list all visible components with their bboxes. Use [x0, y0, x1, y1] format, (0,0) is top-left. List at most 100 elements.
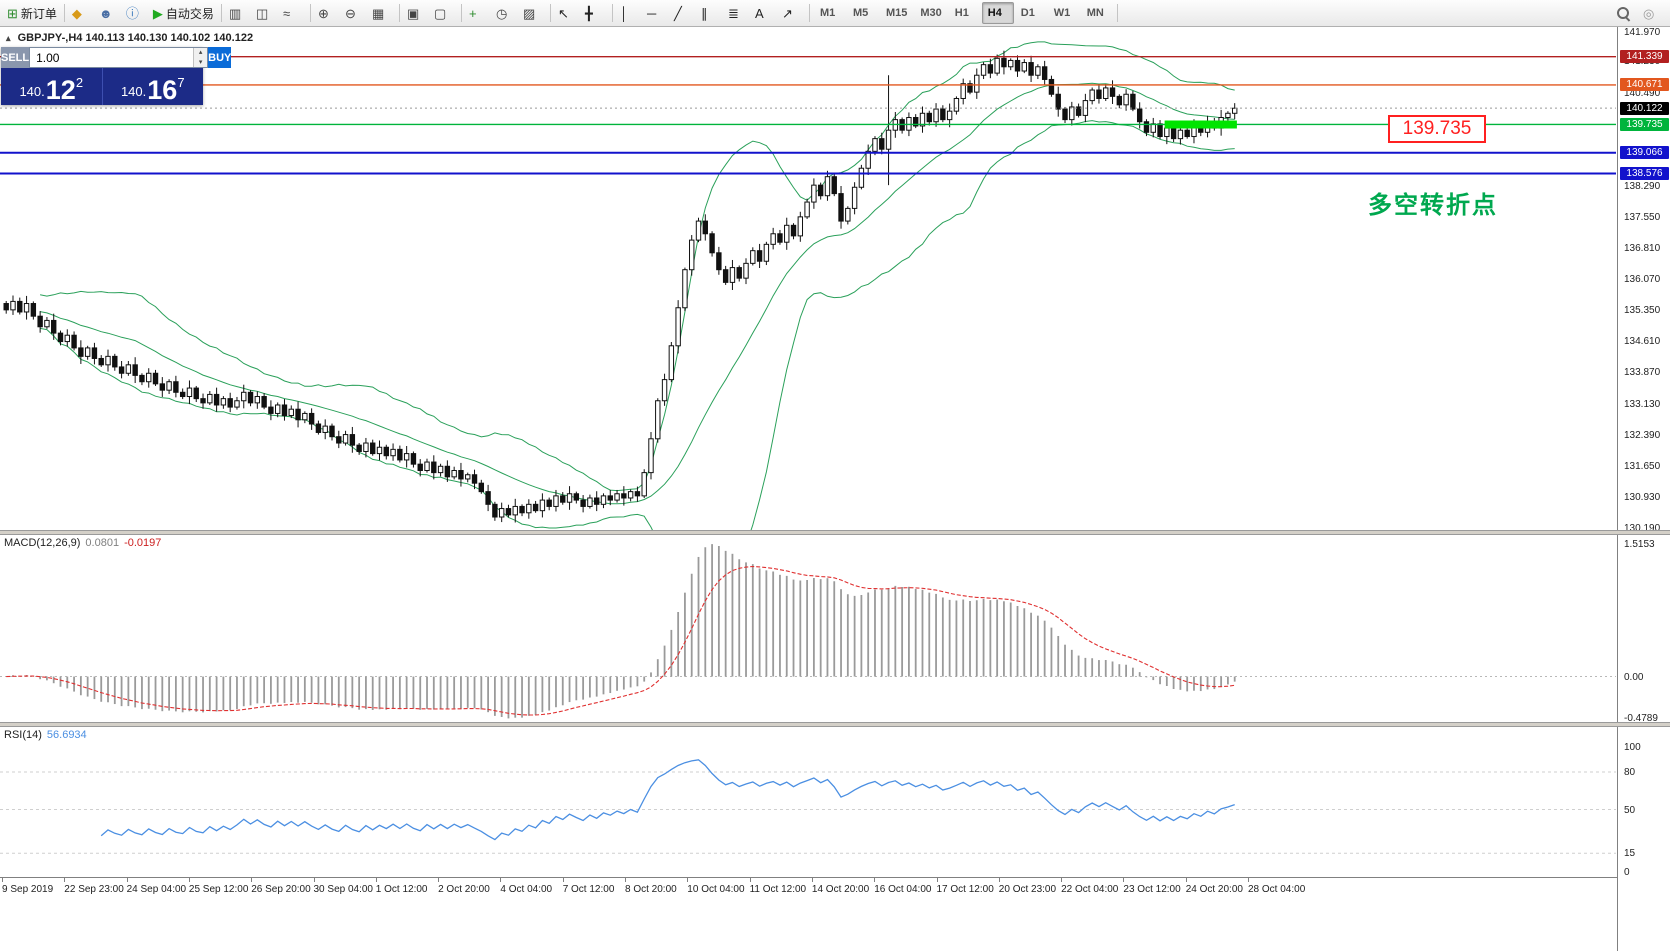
- templates-button[interactable]: ▨: [520, 2, 546, 24]
- volume-down-button[interactable]: ▾: [194, 57, 208, 67]
- chart-shift-button[interactable]: ▢: [431, 2, 457, 24]
- new-chart-button[interactable]: ▣: [404, 2, 430, 24]
- axis-tick-label: -0.4789: [1624, 713, 1658, 725]
- candlestick-chart-button[interactable]: ◫: [253, 2, 279, 24]
- search-button[interactable]: [1613, 2, 1639, 24]
- toolbar-separator: [398, 4, 400, 22]
- profile-button[interactable]: ☻: [96, 2, 122, 24]
- panel-splitter[interactable]: [0, 530, 1670, 535]
- horizontal-lines: [0, 55, 1616, 175]
- time-tick: [251, 878, 253, 882]
- macd-signal-value: -0.0197: [124, 537, 162, 549]
- cursor-button[interactable]: ↖: [555, 2, 581, 24]
- vertical-line-button[interactable]: │: [617, 2, 643, 24]
- time-tick-label: 23 Oct 12:00: [1123, 884, 1181, 895]
- price-tag: 140.671: [1620, 78, 1669, 92]
- macd-name: MACD(12,26,9): [4, 537, 81, 549]
- axis-tick-label: 133.870: [1624, 367, 1661, 379]
- line-chart-button[interactable]: ≈: [280, 2, 306, 24]
- community-button[interactable]: ◎: [1640, 2, 1666, 24]
- time-tick: [438, 878, 440, 882]
- time-tick: [188, 878, 190, 882]
- timeframe-w1[interactable]: W1: [1053, 7, 1071, 19]
- indicators-icon: +: [468, 5, 477, 21]
- price-tag: 138.576: [1620, 166, 1669, 180]
- axis-tick-label: 133.130: [1624, 398, 1661, 410]
- arrows-button[interactable]: ↗: [779, 2, 805, 24]
- time-tick: [749, 878, 751, 882]
- tile-windows-button[interactable]: ▦: [369, 2, 395, 24]
- timeframe-h1[interactable]: H1: [954, 7, 969, 19]
- volume-up-button[interactable]: ▴: [194, 48, 208, 58]
- crosshair-button[interactable]: ╋: [582, 2, 608, 24]
- bar-chart-button[interactable]: ▥: [226, 2, 252, 24]
- volume-field: ▴ ▾: [29, 47, 209, 68]
- zoom-out-button[interactable]: ⊖: [342, 2, 368, 24]
- sell-button[interactable]: SELL: [1, 47, 30, 68]
- chart-window[interactable]: 9 Sep 2019 22 Sep 23:00 24 Sep 04:00 25 Sep…: [0, 27, 1670, 951]
- timeframe-m30[interactable]: M30: [920, 7, 942, 19]
- chart-shift-icon: ▢: [433, 5, 447, 21]
- channel-icon: ∥: [700, 5, 708, 21]
- autotrading-button[interactable]: ▶ 自动交易: [150, 2, 217, 24]
- zoom-in-button[interactable]: ⊕: [315, 2, 341, 24]
- axis-tick-label: 134.610: [1624, 336, 1661, 348]
- bollinger-bands: [40, 41, 1235, 530]
- trendline-button[interactable]: ╱: [671, 2, 697, 24]
- time-tick: [1248, 878, 1249, 882]
- rsi-indicator-label: RSI(14) 56.6934: [4, 729, 87, 741]
- price-tag: 140.122: [1620, 101, 1669, 115]
- indicators-button[interactable]: +: [466, 2, 492, 24]
- timeframe-h4[interactable]: H4: [981, 2, 1014, 24]
- toolbar-separator: [549, 4, 551, 22]
- panel-splitter[interactable]: [0, 722, 1670, 727]
- channel-button[interactable]: ∥: [698, 2, 724, 24]
- rsi-level-lines: [0, 771, 1616, 854]
- autotrading-label: 自动交易: [165, 6, 214, 21]
- time-tick-label: 22 Oct 04:00: [1061, 884, 1119, 895]
- time-tick-label: 26 Sep 20:00: [251, 884, 311, 895]
- arrows-icon: ↗: [781, 5, 793, 21]
- time-tick-label: 24 Oct 20:00: [1185, 884, 1243, 895]
- search-icon: [1616, 6, 1631, 21]
- axis-tick-label: 136.070: [1624, 274, 1661, 286]
- fibonacci-button[interactable]: ≣: [725, 2, 751, 24]
- price-axis[interactable]: 141.970141.230140.490139.760139.030138.2…: [1617, 27, 1670, 951]
- horizontal-line-icon: ─: [646, 5, 657, 21]
- time-tick: [1185, 878, 1187, 882]
- collapse-one-click-icon[interactable]: ▴: [6, 33, 11, 43]
- text-button[interactable]: A: [752, 2, 778, 24]
- horizontal-line-button[interactable]: ─: [644, 2, 670, 24]
- bid-price-button[interactable]: 140. 12 2: [1, 68, 103, 105]
- info-button[interactable]: ⓘ: [123, 2, 149, 24]
- time-tick: [1123, 878, 1125, 882]
- periods-button[interactable]: ◷: [493, 2, 519, 24]
- timeframe-mn[interactable]: MN: [1086, 7, 1104, 19]
- axis-tick-label: 137.550: [1624, 211, 1661, 223]
- timeframe-d1[interactable]: D1: [1020, 7, 1035, 19]
- ask-price-button[interactable]: 140. 16 7: [103, 68, 204, 105]
- macd-panel-canvas[interactable]: [0, 535, 1616, 722]
- bid-point: 2: [75, 75, 84, 90]
- axis-tick-label: 50: [1624, 804, 1636, 816]
- cursor-icon: ↖: [557, 5, 569, 21]
- timeframe-m1[interactable]: M1: [819, 7, 836, 19]
- volume-input[interactable]: [30, 48, 194, 67]
- time-axis[interactable]: 9 Sep 2019 22 Sep 23:00 24 Sep 04:00 25 Sep…: [0, 877, 1670, 899]
- zoom-out-icon: ⊖: [344, 5, 356, 21]
- new-order-button[interactable]: ⊞ 新订单: [4, 2, 60, 24]
- rsi-panel-canvas[interactable]: [0, 727, 1616, 877]
- price-level-callout[interactable]: 139.735: [1388, 115, 1486, 143]
- axis-tick-label: 15: [1624, 848, 1636, 860]
- timeframe-m15[interactable]: M15: [885, 7, 908, 19]
- buy-button[interactable]: BUY: [208, 47, 232, 68]
- timeframe-m5[interactable]: M5: [852, 7, 869, 19]
- axis-tick-label: 1.5153: [1624, 539, 1655, 551]
- tile-windows-icon: ▦: [371, 5, 385, 21]
- trendline-icon: ╱: [673, 5, 682, 21]
- metaquotes-icon: ◆: [71, 5, 82, 21]
- turning-point-annotation[interactable]: 多空转折点: [1368, 192, 1498, 219]
- main-chart-canvas[interactable]: [0, 27, 1616, 530]
- rsi-value: 56.6934: [46, 729, 87, 741]
- metaquotes-button[interactable]: ◆: [69, 2, 95, 24]
